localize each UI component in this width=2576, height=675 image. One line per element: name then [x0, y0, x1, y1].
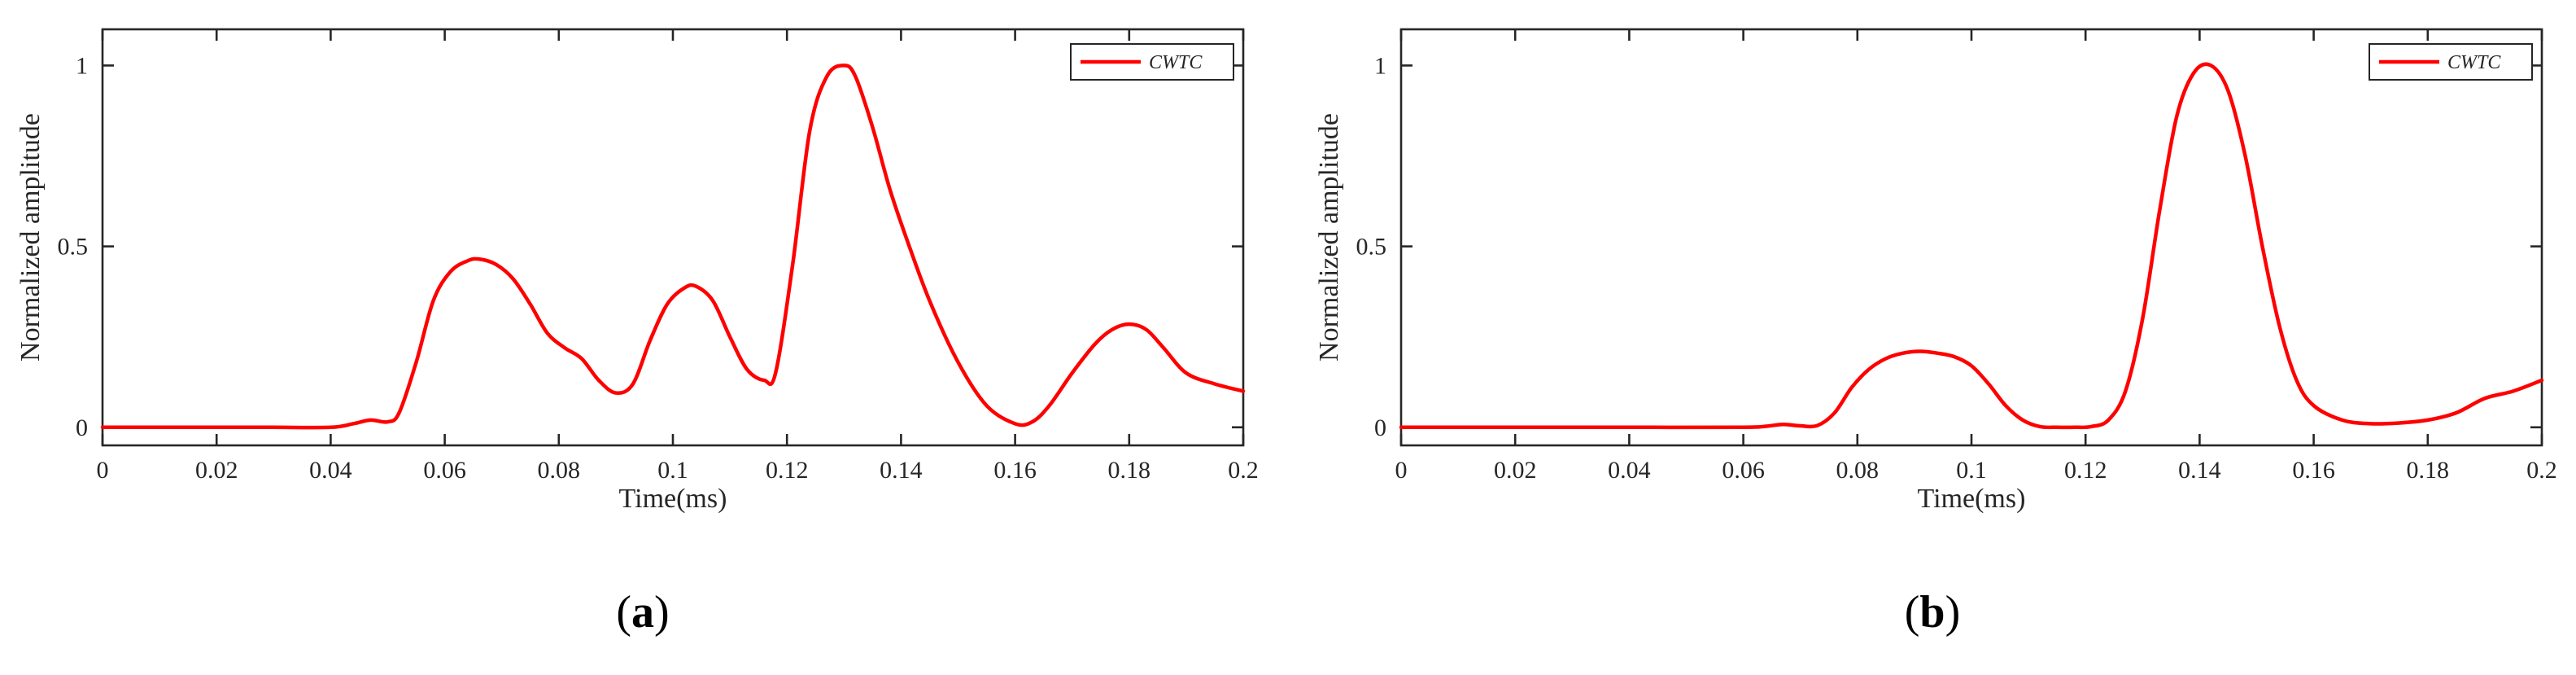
x-tick-label: 0.12: [766, 457, 809, 484]
x-tick-label: 0.04: [309, 457, 352, 484]
y-axis-title: Normalized amplitude: [1314, 113, 1344, 362]
y-tick-label: 0.5: [1356, 234, 1387, 261]
x-tick-label: 0.1: [1956, 457, 1987, 484]
legend-label: CWTC: [1149, 52, 1203, 73]
x-tick-label: 0.18: [1108, 457, 1151, 484]
x-tick-label: 0.14: [880, 457, 923, 484]
chart-panel-b: 0 0.02 0.04 0.06 0.08 0.1 0.12 0.14 0.16 0.18 0.2 0…: [1314, 28, 2557, 514]
x-tick-label: 0.2: [1228, 457, 1259, 484]
axes-frame: [101, 28, 1245, 447]
x-tick-label: 0.16: [2292, 457, 2335, 484]
x-tick-label: 0.02: [1494, 457, 1537, 484]
panel-label-b: (b): [1904, 587, 1961, 638]
x-tick-label: 0.02: [195, 457, 238, 484]
x-axis-title: Time(ms): [619, 484, 727, 514]
x-tick-label: 0: [1395, 457, 1408, 484]
x-axis-title: Time(ms): [1918, 484, 2026, 514]
series-line-cwtc: [1399, 62, 2544, 430]
x-tick-label: 0.06: [423, 457, 466, 484]
y-axis-title: Normalized amplitude: [15, 113, 46, 362]
axes-frame: [1399, 28, 2543, 447]
x-tick-label: 0.12: [2064, 457, 2107, 484]
panel-label-a: (a): [616, 587, 670, 638]
x-tick-label: 0.2: [2526, 457, 2557, 484]
y-tick-label: 1: [76, 52, 88, 79]
x-tick-label: 0.16: [993, 457, 1037, 484]
y-tick-label: 0.5: [58, 234, 89, 261]
x-tick-label: 0: [97, 457, 109, 484]
x-tick-label: 0.06: [1722, 457, 1765, 484]
x-tick-label: 0.14: [2178, 457, 2221, 484]
y-tick-label: 0: [76, 414, 88, 441]
legend-label: CWTC: [2447, 52, 2501, 73]
x-tick-label: 0.18: [2407, 457, 2450, 484]
series-line-cwtc: [100, 64, 1246, 430]
x-tick-label: 0.08: [538, 457, 581, 484]
x-tick-label: 0.1: [657, 457, 688, 484]
x-tick-label: 0.08: [1836, 457, 1880, 484]
chart-panel-a: 0 0.02 0.04 0.06 0.08 0.1 0.12 0.14 0.16 0.18 0.2 0…: [15, 28, 1259, 514]
y-tick-label: 0: [1374, 414, 1386, 441]
y-tick-label: 1: [1374, 52, 1386, 79]
x-tick-label: 0.04: [1608, 457, 1651, 484]
